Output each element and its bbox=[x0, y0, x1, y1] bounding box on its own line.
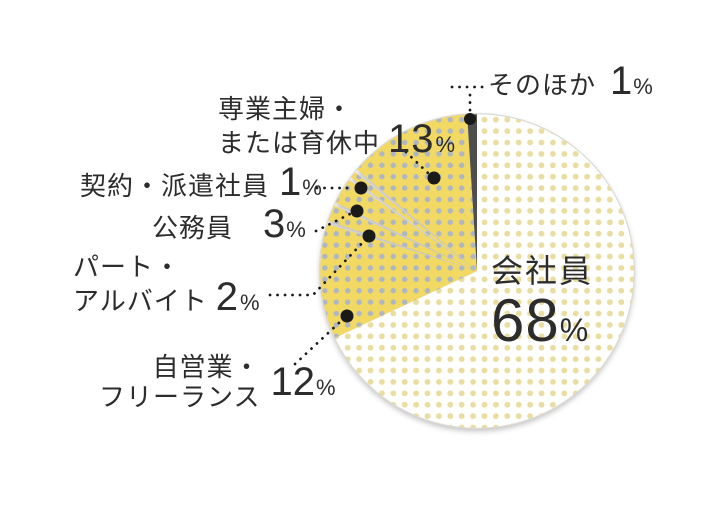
leader-self-employed bbox=[293, 319, 343, 366]
callout-contract: 契約・派遣社員 1% bbox=[80, 160, 322, 204]
pie-slice-4 bbox=[350, 172, 477, 271]
callout-contract-unit: % bbox=[302, 175, 322, 200]
pie-slice-6 bbox=[467, 114, 477, 271]
callout-other-value: 1 bbox=[610, 59, 633, 103]
callout-company-label: 会社員 bbox=[491, 253, 594, 289]
bullet-contract bbox=[354, 181, 368, 195]
callout-housewife: 専業主婦・ または育休中 13% bbox=[218, 94, 457, 161]
callout-self-employed-label-line2: フリーランス bbox=[99, 382, 261, 412]
callout-company: 会社員 68% bbox=[491, 254, 593, 352]
callout-housewife-label-line2: または育休中 bbox=[218, 128, 381, 158]
pie-slice-1 bbox=[319, 224, 477, 338]
callout-contract-value: 1 bbox=[279, 160, 302, 204]
bullet-other bbox=[464, 113, 476, 125]
callout-civil-servant: 公務員 3% bbox=[152, 202, 306, 246]
leader-housewife bbox=[404, 150, 431, 176]
callout-self-employed-label-line1: 自営業・ bbox=[152, 352, 261, 382]
callout-contract-label: 契約・派遣社員 bbox=[80, 171, 270, 201]
pie-slices bbox=[319, 114, 634, 428]
leader-lines bbox=[268, 85, 488, 366]
callout-civil-servant-unit: % bbox=[286, 217, 306, 242]
pie-slice-5 bbox=[357, 114, 477, 271]
callout-company-unit: % bbox=[559, 312, 589, 348]
callout-housewife-label-line1: 専業主婦・ bbox=[218, 94, 354, 124]
callout-self-employed-value: 12 bbox=[270, 360, 315, 404]
callout-civil-servant-label: 公務員 bbox=[152, 213, 234, 243]
callout-part-time: パート・ アルバイト 2% bbox=[73, 252, 261, 319]
callout-self-employed: 自営業・ フリーランス 12% bbox=[99, 352, 336, 412]
leader-bullets bbox=[340, 113, 476, 323]
callout-housewife-unit: % bbox=[435, 132, 457, 157]
pie-slice-3 bbox=[335, 180, 477, 271]
pie-rim bbox=[319, 113, 635, 429]
callout-part-time-label-line2: アルバイト bbox=[73, 286, 208, 316]
callout-other-unit: % bbox=[633, 74, 653, 99]
callout-part-time-unit: % bbox=[240, 290, 261, 315]
bullet-self-employed bbox=[340, 309, 354, 323]
bullet-part-time bbox=[362, 229, 376, 243]
pie-slice-0 bbox=[334, 114, 634, 428]
callout-company-value: 68 bbox=[491, 287, 560, 354]
callout-part-time-value: 2 bbox=[215, 275, 239, 319]
leader-part-time bbox=[268, 238, 367, 297]
callout-self-employed-unit: % bbox=[315, 375, 336, 400]
bullet-civil-servant bbox=[350, 204, 364, 218]
pie-slice-2 bbox=[328, 205, 477, 271]
callout-other: そのほか 1% bbox=[488, 59, 653, 103]
callout-civil-servant-value: 3 bbox=[263, 202, 286, 246]
callout-housewife-value: 13 bbox=[388, 117, 435, 161]
callout-other-label: そのほか bbox=[488, 70, 597, 100]
leader-civil-servant bbox=[314, 212, 352, 233]
callout-part-time-label-line1: パート・ bbox=[73, 252, 182, 282]
bullet-housewife bbox=[427, 171, 441, 185]
